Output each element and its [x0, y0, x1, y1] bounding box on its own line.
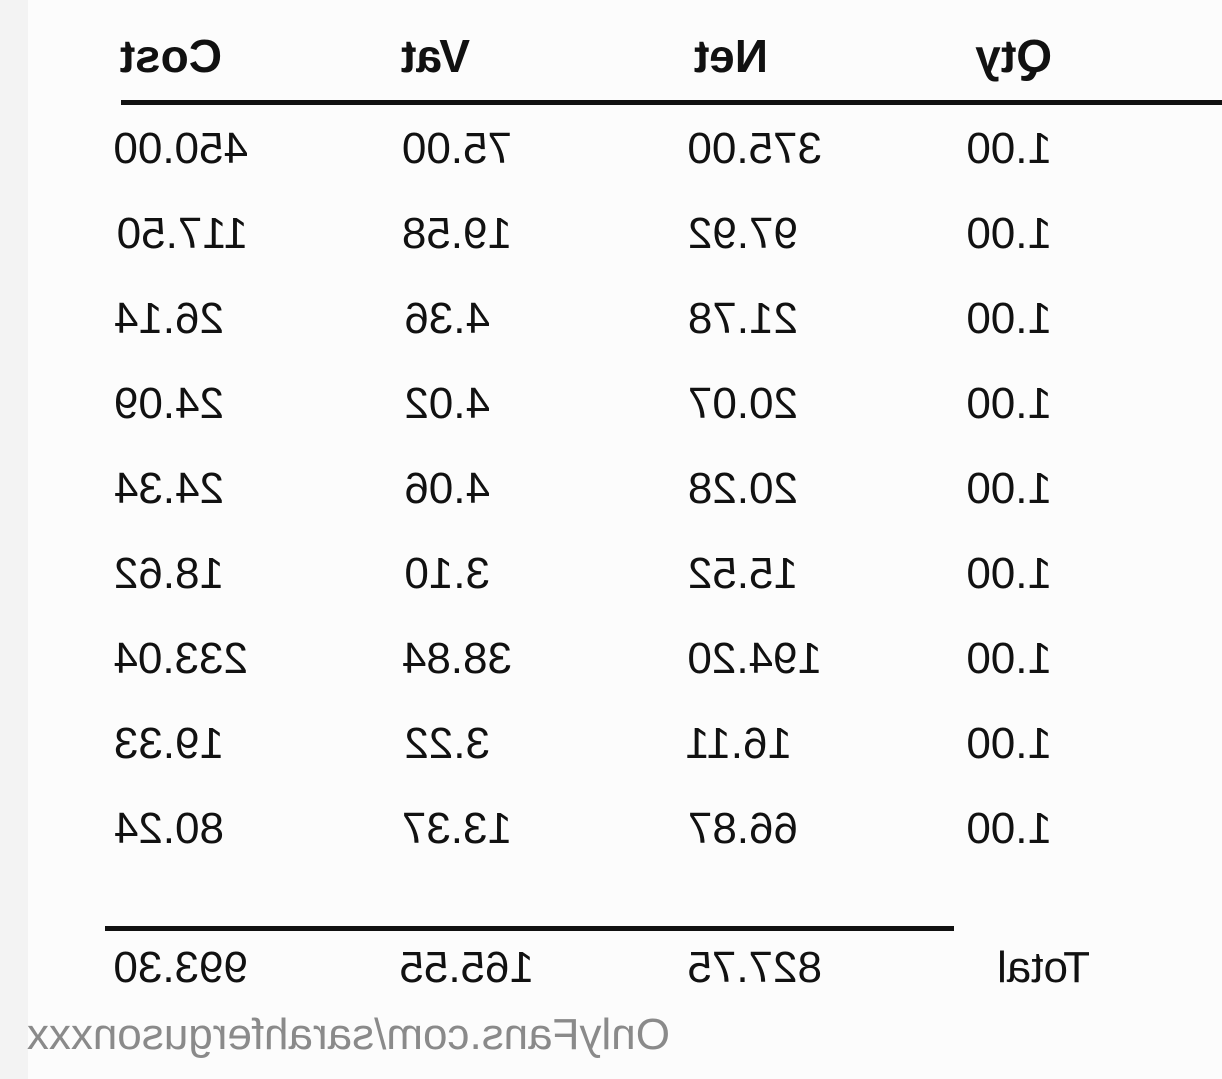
- page-edge: [0, 0, 28, 1079]
- cell-vat: 4.36: [404, 294, 490, 343]
- cell-net: 375.00: [687, 124, 822, 173]
- cell-vat: 4.02: [404, 379, 490, 428]
- cell-qty: 1.00: [966, 804, 1052, 853]
- cell-cost: 450.00: [113, 124, 248, 173]
- cell-qty: 1.00: [966, 124, 1052, 173]
- cell-cost: 80.24: [113, 804, 224, 853]
- cell-qty: 1.00: [966, 634, 1052, 683]
- header-vat: Vat: [400, 30, 470, 82]
- cell-vat: 13.37: [401, 804, 512, 853]
- cell-cost: 26.14: [113, 294, 224, 343]
- cell-qty: 1.00: [966, 209, 1052, 258]
- total-net: 827.75: [687, 943, 822, 992]
- cell-qty: 1.00: [966, 549, 1052, 598]
- total-cost: 993.30: [113, 943, 248, 992]
- header-cost: Cost: [119, 30, 222, 82]
- cell-qty: 1.00: [966, 464, 1052, 513]
- cell-qty: 1.00: [966, 379, 1052, 428]
- cell-cost: 24.09: [113, 379, 224, 428]
- cell-vat: 3.10: [404, 549, 490, 598]
- total-vat: 165.55: [399, 943, 534, 992]
- cell-net: 97.92: [687, 209, 798, 258]
- cell-qty: 1.00: [966, 719, 1052, 768]
- cell-cost: 24.34: [113, 464, 224, 513]
- cell-cost: 18.62: [113, 549, 224, 598]
- header-divider: [121, 100, 1222, 105]
- cell-net: 20.28: [687, 464, 798, 513]
- total-divider: [105, 926, 954, 931]
- cell-cost: 117.50: [116, 209, 248, 258]
- cell-net: 66.87: [687, 804, 798, 853]
- cell-vat: 75.00: [401, 124, 512, 173]
- cell-net: 20.07: [687, 379, 798, 428]
- header-net: Net: [693, 30, 768, 82]
- cell-vat: 4.06: [404, 464, 490, 513]
- cell-vat: 3.22: [404, 719, 490, 768]
- total-label: Total: [997, 943, 1090, 992]
- cell-cost: 19.33: [113, 719, 224, 768]
- cell-vat: 19.58: [401, 209, 512, 258]
- cell-cost: 233.04: [113, 634, 248, 683]
- header-qty: Qty: [975, 30, 1052, 82]
- cell-vat: 38.84: [401, 634, 512, 683]
- cell-net: 15.52: [687, 549, 798, 598]
- watermark-text: OnlyFans.com/sarahfergusonxxx: [26, 1010, 670, 1059]
- cell-net: 194.20: [687, 634, 822, 683]
- cell-net: 21.78: [687, 294, 798, 343]
- cell-qty: 1.00: [966, 294, 1052, 343]
- cell-net: 16.11: [685, 719, 792, 768]
